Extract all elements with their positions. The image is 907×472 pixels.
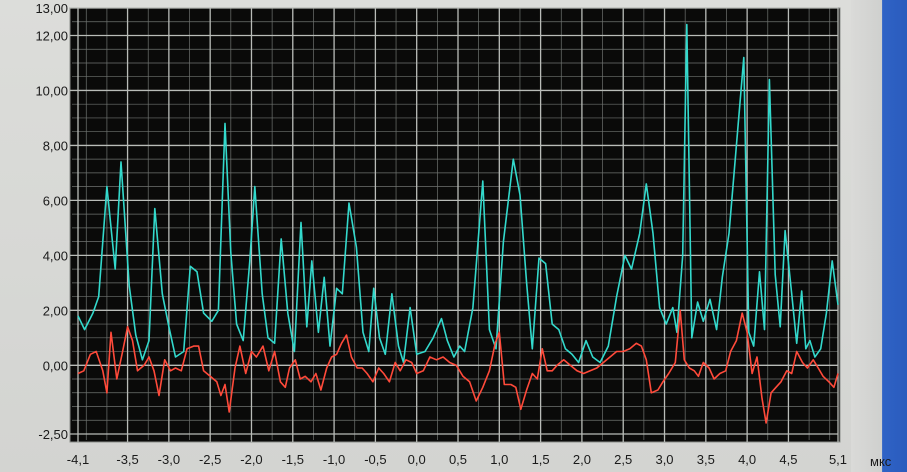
x-tick-label: -4,1 (67, 452, 89, 467)
x-tick-label: 1,0 (490, 452, 508, 467)
x-tick-label: 3,5 (697, 452, 715, 467)
x-tick-label: -0,5 (364, 452, 386, 467)
x-tick-label: -1,0 (323, 452, 345, 467)
series-line-red (77, 309, 839, 424)
y-tick-label: 4,00 (43, 248, 68, 263)
x-tick-label: -2,5 (199, 452, 221, 467)
x-tick-label: 1,5 (532, 452, 550, 467)
x-tick-label: -2,0 (240, 452, 262, 467)
y-tick-label: 13,00 (35, 1, 68, 16)
x-axis: -4,1 -3,5 -3,0 -2,5 -2,0 -1,5 -1,0 -0,5 0,0 0,5 1,… (67, 452, 847, 467)
series-line-cyan (77, 23, 839, 364)
x-tick-label: -3,5 (116, 452, 138, 467)
x-tick-label: 2,5 (614, 452, 632, 467)
x-tick-label: 4,5 (779, 452, 797, 467)
series-layer (77, 23, 839, 424)
x-tick-label: 5,1 (829, 452, 847, 467)
y-tick-label: 0,00 (43, 358, 68, 373)
x-tick-label: 0,5 (449, 452, 467, 467)
y-tick-label: 8,00 (43, 138, 68, 153)
y-axis: -2,50 0,00 2,00 4,00 6,00 8,00 10,00 12,00 13,00 (35, 1, 68, 442)
plot-area (69, 7, 841, 443)
x-tick-label: -1,5 (282, 452, 304, 467)
y-tick-label: 12,00 (35, 28, 68, 43)
y-tick-label: 2,00 (43, 303, 68, 318)
x-tick-label: -3,0 (158, 452, 180, 467)
y-tick-label: 10,00 (35, 83, 68, 98)
x-tick-label: 0,0 (408, 452, 426, 467)
y-tick-label: 6,00 (43, 193, 68, 208)
x-tick-label: 4,0 (738, 452, 756, 467)
window-edge (851, 0, 907, 472)
x-tick-label: 3,0 (655, 452, 673, 467)
y-tick-label: -2,50 (38, 427, 68, 442)
x-tick-label: 2,0 (573, 452, 591, 467)
x-axis-unit: мкс (870, 454, 892, 469)
